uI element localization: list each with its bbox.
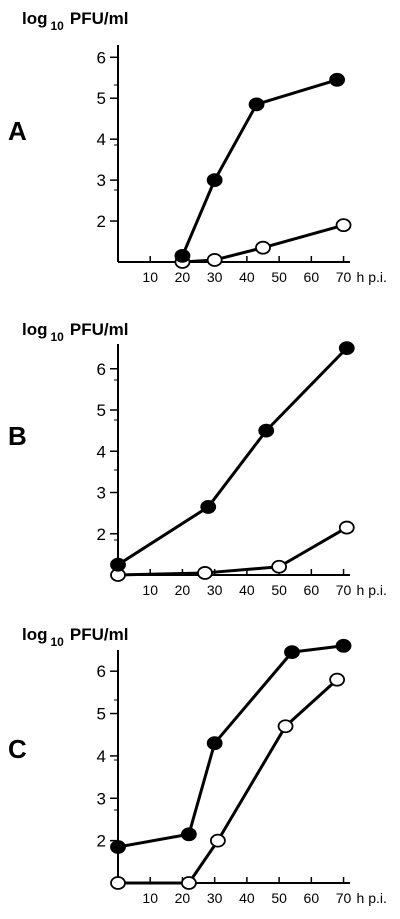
data-point-open: [338, 520, 355, 535]
data-point-open: [329, 672, 346, 687]
data-point-filled: [174, 248, 191, 263]
x-axis-unit: h p.i.: [357, 582, 387, 598]
x-axis-unit: h p.i.: [357, 890, 387, 906]
data-point-filled: [200, 500, 217, 514]
y-axis-label-subscript: 10: [51, 19, 65, 33]
y-axis-label-log: log: [22, 320, 48, 339]
y-tick-label: 6: [97, 360, 106, 379]
data-point-open: [335, 218, 352, 233]
y-axis-label-unit: PFU/ml: [70, 320, 129, 339]
data-point-filled: [110, 557, 126, 572]
data-point-filled: [206, 173, 223, 188]
data-point-open: [277, 719, 294, 734]
data-point-open: [255, 240, 271, 255]
data-point-filled: [258, 423, 275, 438]
x-tick-label: 30: [207, 269, 223, 285]
x-tick-label: 60: [304, 269, 320, 285]
y-tick-label: 5: [97, 705, 106, 724]
x-tick-label: 40: [239, 890, 255, 906]
y-axis-label-log: log: [22, 9, 48, 28]
x-tick-label: 40: [239, 582, 255, 598]
y-tick-label: 2: [97, 832, 106, 851]
y-tick-label: 3: [97, 789, 106, 808]
data-point-filled: [248, 97, 265, 112]
y-tick-label: 2: [97, 525, 106, 544]
y-axis-label-unit: PFU/ml: [70, 625, 129, 644]
data-point-open: [206, 253, 223, 267]
data-point-filled: [335, 638, 352, 653]
x-tick-label: 50: [271, 582, 287, 598]
x-tick-label: 10: [142, 582, 158, 598]
series-line-open: [182, 223, 344, 264]
x-tick-label: 60: [304, 890, 320, 906]
panel-label: B: [8, 421, 27, 451]
y-axis-label-unit: PFU/ml: [70, 9, 129, 28]
x-tick-label: 10: [142, 890, 158, 906]
y-tick-label: 5: [97, 401, 106, 420]
panel-label: C: [8, 734, 27, 764]
y-axis-label-subscript: 10: [51, 330, 65, 344]
data-point-open: [110, 876, 126, 890]
series-line-open: [117, 526, 348, 577]
x-tick-label: 60: [304, 582, 320, 598]
y-tick-label: 5: [97, 89, 106, 108]
data-point-open: [197, 566, 213, 580]
y-axis-label-subscript: 10: [51, 635, 65, 649]
data-point-open: [209, 833, 226, 848]
x-tick-label: 30: [207, 890, 223, 906]
data-point-open: [271, 559, 288, 574]
x-axis-unit: h p.i.: [357, 269, 387, 285]
y-tick-label: 4: [97, 442, 106, 461]
y-axis-label-log: log: [22, 625, 48, 644]
y-tick-label: 4: [97, 130, 106, 149]
x-tick-label: 70: [336, 269, 352, 285]
data-point-open: [180, 876, 197, 890]
series-line-filled: [181, 78, 338, 257]
data-point-filled: [284, 645, 300, 660]
x-tick-label: 50: [271, 890, 287, 906]
y-tick-label: 2: [97, 212, 106, 231]
x-tick-label: 30: [207, 582, 223, 598]
data-point-filled: [180, 827, 197, 842]
series-line-open: [118, 678, 339, 885]
x-tick-label: 20: [175, 582, 191, 598]
y-axis-label: log 10 PFU/ml: [22, 320, 128, 344]
y-axis-label: log 10 PFU/ml: [22, 9, 128, 33]
x-tick-label: 70: [336, 890, 352, 906]
y-tick-label: 3: [97, 171, 106, 190]
x-tick-label: 40: [239, 269, 255, 285]
data-point-filled: [329, 72, 346, 87]
panel-label: A: [8, 116, 27, 146]
x-tick-label: 70: [336, 582, 352, 598]
y-tick-label: 6: [97, 48, 106, 67]
data-point-filled: [110, 840, 126, 854]
x-tick-label: 20: [175, 269, 191, 285]
y-tick-label: 4: [97, 747, 106, 766]
series-line-filled: [117, 347, 348, 566]
x-tick-label: 20: [175, 890, 191, 906]
data-point-filled: [206, 736, 223, 751]
y-tick-label: 3: [97, 484, 106, 503]
x-tick-label: 50: [271, 269, 287, 285]
x-tick-label: 10: [142, 269, 158, 285]
data-point-filled: [338, 341, 355, 356]
y-tick-label: 6: [97, 662, 106, 681]
y-axis-label: log 10 PFU/ml: [22, 625, 128, 649]
